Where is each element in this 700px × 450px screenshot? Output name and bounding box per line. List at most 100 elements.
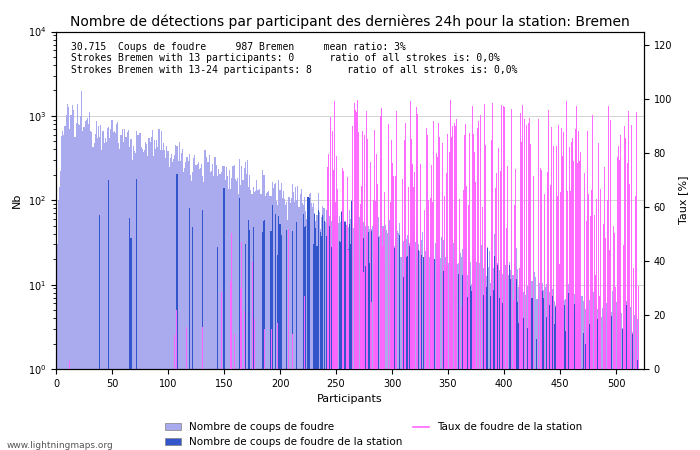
Bar [544,308,545,450]
Bar [548,270,550,450]
Bar [193,158,195,450]
Bar [98,126,99,450]
Bar [552,296,553,450]
Bar [217,176,218,450]
Bar [230,189,231,450]
Bar [107,128,108,450]
X-axis label: Participants: Participants [317,394,383,404]
Bar [469,249,470,450]
Bar [80,117,81,450]
Bar [559,288,561,450]
Bar [517,302,518,450]
Bar [518,323,519,450]
Bar [320,229,321,450]
Bar [522,318,524,450]
Bar [423,257,424,450]
Bar [421,232,423,450]
Bar [395,240,396,450]
Bar [436,239,438,450]
Bar [313,202,314,450]
Bar [256,180,257,450]
Bar [288,197,290,450]
Bar [330,204,331,450]
Bar [519,289,520,450]
Bar [449,304,451,450]
Bar [583,301,584,450]
Bar [402,278,404,450]
Bar [602,308,603,450]
Bar [511,272,512,450]
Bar [564,305,565,450]
Bar [636,315,637,450]
Bar [553,293,554,450]
Bar [514,282,516,450]
Bar [613,311,615,450]
Bar [307,197,309,450]
Bar [111,120,113,450]
Bar [246,174,247,450]
Bar [183,172,184,450]
Bar [529,283,531,450]
Bar [358,253,359,450]
Bar [619,356,620,450]
Bar [367,232,368,450]
Bar [264,175,265,450]
Bar [164,150,165,450]
Bar [64,126,66,450]
Bar [122,142,124,450]
Bar [181,153,182,450]
Bar [615,302,617,450]
Bar [370,226,371,450]
Bar [512,274,514,450]
Bar [617,317,619,450]
Bar [81,91,83,450]
Bar [449,264,451,450]
Bar [522,292,524,450]
Bar [368,232,369,450]
Bar [426,244,427,450]
Bar [568,284,570,450]
Bar [279,190,281,450]
Bar [609,319,610,450]
Bar [536,299,537,450]
Bar [180,162,181,450]
Bar [458,253,460,450]
Bar [309,193,311,450]
Bar [292,231,293,450]
Bar [399,224,400,450]
Bar [91,132,92,450]
Bar [372,225,374,450]
Bar [156,140,158,450]
Bar [517,269,518,450]
Bar [547,272,548,450]
Bar [566,291,567,450]
Bar [503,269,505,450]
Bar [399,235,400,450]
Bar [172,162,173,450]
Bar [542,298,544,450]
Bar [458,246,460,450]
Bar [128,130,130,450]
Bar [598,337,600,450]
Bar [270,196,272,450]
Bar [304,197,305,450]
Bar [144,150,145,450]
Bar [147,156,148,450]
Bar [603,308,604,450]
Bar [540,290,542,450]
Bar [66,104,68,450]
Bar [419,252,421,450]
Bar [318,212,320,450]
Bar [463,276,464,450]
Bar [413,221,414,450]
Bar [59,187,60,450]
Bar [591,326,592,450]
Bar [472,271,473,450]
Bar [102,130,104,450]
Bar [638,320,639,450]
Bar [293,192,294,450]
Bar [568,292,570,450]
Bar [501,260,503,450]
Bar [516,248,517,450]
Bar [620,309,621,450]
